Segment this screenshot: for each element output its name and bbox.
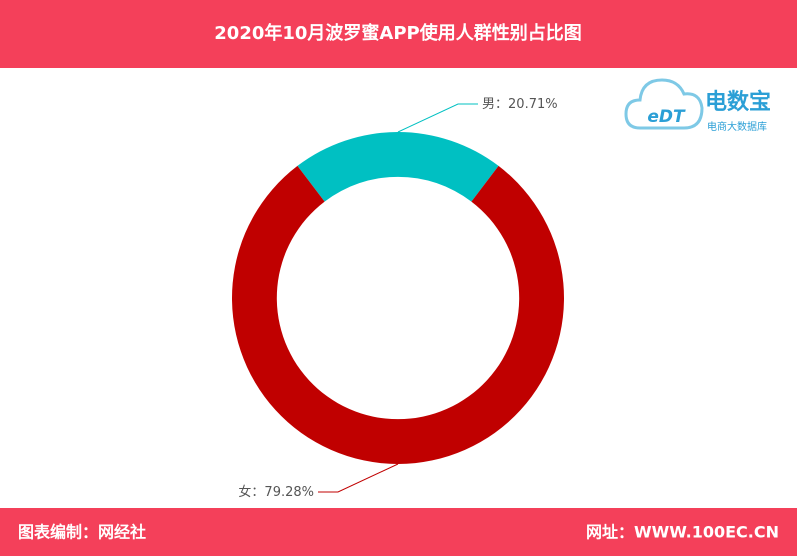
label-value: 20.71%	[508, 97, 558, 112]
label-separator: ：	[251, 485, 264, 500]
header-bar	[0, 0, 797, 68]
footer-left: 图表编制：网经社	[18, 523, 146, 542]
leader-line	[397, 103, 478, 133]
footer-bar	[0, 508, 797, 556]
label-category: 女	[238, 484, 251, 500]
logo-text: eDT	[647, 107, 686, 127]
donut: 男：20.71%女：79.28%	[231, 97, 564, 500]
label-category: 男	[482, 97, 495, 112]
leader-line	[318, 463, 399, 493]
title: 2020年10月波罗蜜APP使用人群性别占比图	[214, 22, 581, 44]
footer-right: 网址：WWW.100EC.CN	[586, 523, 779, 542]
data-label: 男：20.71%	[482, 97, 558, 112]
donut-segment	[297, 131, 499, 202]
label-separator: ：	[495, 97, 508, 112]
data-label: 女：79.28%	[238, 484, 314, 500]
logo-name: 电数宝	[705, 89, 771, 115]
logo: eDT 电数宝 电商大数据库	[624, 78, 771, 133]
logo-cloud	[624, 78, 704, 130]
logo-subtitle: 电商大数据库	[707, 120, 767, 133]
label-value: 79.28%	[264, 485, 314, 500]
donut-segment	[231, 165, 564, 465]
